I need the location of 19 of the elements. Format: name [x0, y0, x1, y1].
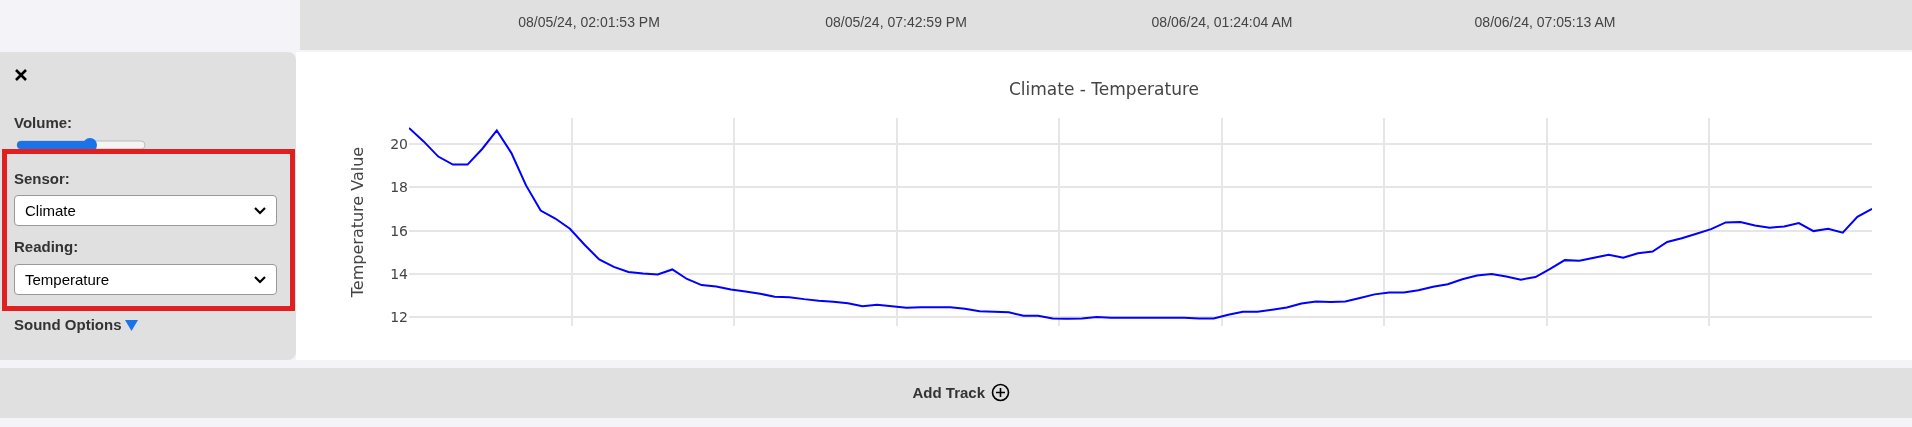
- y-tick-label: 12: [390, 309, 408, 326]
- text: Sensor:: [14, 170, 70, 187]
- text: 08/05/24, 07:42:59 PM: [825, 14, 967, 30]
- y-tick-label: 18: [390, 179, 408, 196]
- text: Reading:: [14, 238, 79, 255]
- line-series: [409, 126, 1872, 320]
- text: Sound Options: [14, 316, 122, 333]
- chart-title: Climate - Temperature: [1008, 78, 1200, 99]
- text: Volume:: [14, 114, 73, 131]
- text: Climate: [14, 195, 277, 226]
- y-tick-label: 20: [390, 135, 408, 152]
- text: 08/06/24, 01:24:04 AM: [1151, 14, 1293, 30]
- text: 08/05/24, 02:01:53 PM: [518, 14, 660, 30]
- text: 08/06/24, 07:05:13 AM: [1474, 14, 1616, 30]
- y-axis-title: Temperature Value: [348, 146, 368, 299]
- text: Temperature: [14, 264, 277, 295]
- y-tick-label: 16: [390, 222, 409, 239]
- text: Add Track: [912, 384, 986, 401]
- y-tick-label: 14: [390, 265, 409, 282]
